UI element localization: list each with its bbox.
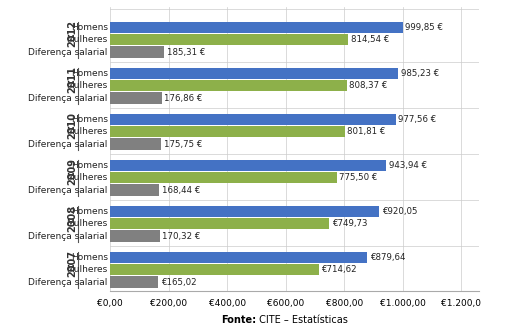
- Text: €714,62: €714,62: [322, 265, 357, 274]
- Bar: [110, 114, 396, 125]
- Text: Diferença salarial: Diferença salarial: [28, 232, 108, 241]
- Bar: [110, 22, 402, 33]
- Text: 185,31 €: 185,31 €: [166, 48, 205, 57]
- Bar: [110, 276, 158, 288]
- Text: 801,81 €: 801,81 €: [347, 127, 386, 136]
- Text: €165,02: €165,02: [161, 278, 196, 287]
- Text: 943,94 €: 943,94 €: [389, 161, 426, 170]
- Text: Mulheres: Mulheres: [67, 219, 108, 228]
- Text: 2010: 2010: [67, 113, 77, 139]
- Text: 985,23 €: 985,23 €: [401, 69, 439, 78]
- Bar: [110, 92, 162, 104]
- Text: Diferença salarial: Diferença salarial: [28, 186, 108, 195]
- Text: 168,44 €: 168,44 €: [162, 186, 200, 195]
- Bar: [110, 184, 159, 196]
- Text: €920,05: €920,05: [381, 207, 417, 216]
- Text: 176,86 €: 176,86 €: [164, 94, 203, 103]
- Bar: [110, 252, 368, 263]
- Text: Homens: Homens: [71, 161, 108, 170]
- Text: Fonte:: Fonte:: [221, 315, 256, 325]
- Text: Diferença salarial: Diferença salarial: [28, 140, 108, 149]
- Bar: [110, 34, 348, 45]
- Text: 2012: 2012: [67, 21, 77, 47]
- Text: €749,73: €749,73: [332, 219, 367, 228]
- Bar: [110, 172, 337, 183]
- Text: 2009: 2009: [67, 159, 77, 185]
- Bar: [110, 80, 347, 91]
- Text: Mulheres: Mulheres: [67, 173, 108, 182]
- Bar: [110, 46, 164, 58]
- Text: Diferença salarial: Diferença salarial: [28, 48, 108, 57]
- Bar: [110, 264, 319, 275]
- Bar: [110, 126, 345, 137]
- Text: 977,56 €: 977,56 €: [398, 115, 437, 124]
- Text: €879,64: €879,64: [370, 253, 406, 262]
- Text: 814,54 €: 814,54 €: [351, 35, 389, 44]
- Text: Mulheres: Mulheres: [67, 127, 108, 136]
- Bar: [110, 206, 379, 217]
- Text: 2007: 2007: [67, 251, 77, 277]
- Bar: [110, 68, 398, 79]
- Text: 999,85 €: 999,85 €: [405, 23, 443, 32]
- Bar: [110, 230, 160, 242]
- Text: 808,37 €: 808,37 €: [349, 81, 387, 90]
- Text: Homens: Homens: [71, 253, 108, 262]
- Text: CITE – Estatísticas: CITE – Estatísticas: [256, 315, 348, 325]
- Text: 2011: 2011: [67, 67, 77, 93]
- Text: Diferença salarial: Diferença salarial: [28, 94, 108, 103]
- Text: 170,32 €: 170,32 €: [162, 232, 201, 241]
- Text: Mulheres: Mulheres: [67, 81, 108, 90]
- Text: Mulheres: Mulheres: [67, 265, 108, 274]
- Text: Homens: Homens: [71, 115, 108, 124]
- Bar: [110, 138, 161, 150]
- Text: Diferença salarial: Diferença salarial: [28, 278, 108, 287]
- Text: Homens: Homens: [71, 207, 108, 216]
- Bar: [110, 218, 329, 229]
- Text: 775,50 €: 775,50 €: [339, 173, 378, 182]
- Text: Homens: Homens: [71, 23, 108, 32]
- Text: Mulheres: Mulheres: [67, 35, 108, 44]
- Bar: [110, 160, 386, 171]
- Text: Homens: Homens: [71, 69, 108, 78]
- Text: 175,75 €: 175,75 €: [164, 140, 202, 149]
- Text: 2008: 2008: [67, 204, 77, 231]
